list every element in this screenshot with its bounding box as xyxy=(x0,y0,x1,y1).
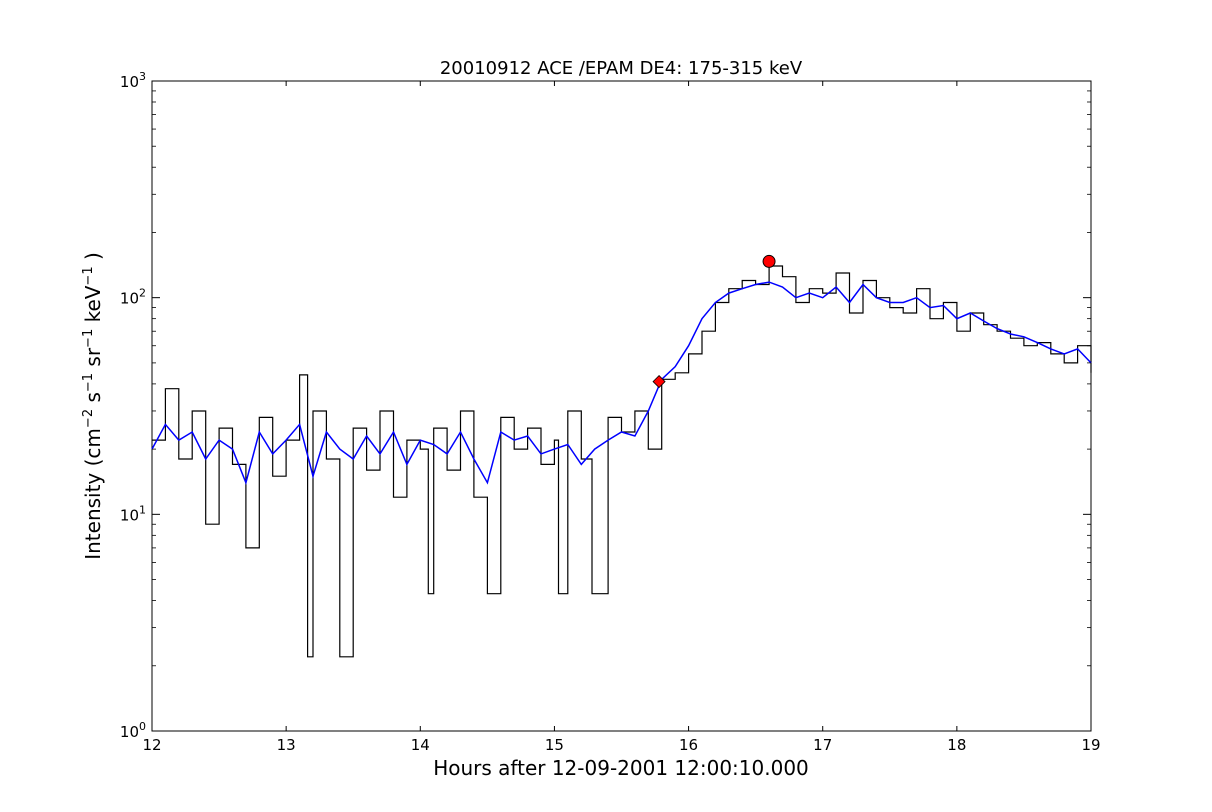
y-tick-label: 102 xyxy=(120,287,146,308)
y-axis-label: Intensity (cm−2 s−1 sr−1 keV−1 ) xyxy=(81,252,105,560)
x-tick-label: 18 xyxy=(947,736,966,754)
x-tick-label: 16 xyxy=(679,736,698,754)
x-tick-label: 12 xyxy=(142,736,161,754)
x-axis-label: Hours after 12-09-2001 12:00:10.000 xyxy=(433,756,809,780)
y-tick-label: 100 xyxy=(120,720,146,741)
x-tick-label: 13 xyxy=(277,736,296,754)
x-tick-labels: 12 13 14 15 16 17 18 19 xyxy=(142,736,1100,754)
x-tick-label: 14 xyxy=(411,736,430,754)
y-tick-label: 101 xyxy=(120,503,146,524)
series-line-2 xyxy=(151,281,1092,486)
marker-circle xyxy=(762,254,776,268)
marker-layer xyxy=(652,254,776,389)
plot-frame xyxy=(151,80,1092,732)
x-tick-label: 17 xyxy=(813,736,832,754)
plot-area xyxy=(151,80,1092,732)
series-line-1 xyxy=(152,265,1092,658)
tick-layer xyxy=(151,80,1092,732)
y-tick-label: 103 xyxy=(120,70,146,91)
series-layer xyxy=(151,265,1092,658)
x-tick-label: 15 xyxy=(545,736,564,754)
chart-title: 20010912 ACE /EPAM DE4: 175-315 keV xyxy=(440,58,803,79)
y-tick-labels: 100 101 102 103 xyxy=(120,70,146,741)
marker-diamond xyxy=(652,374,666,389)
x-tick-label: 19 xyxy=(1081,736,1100,754)
